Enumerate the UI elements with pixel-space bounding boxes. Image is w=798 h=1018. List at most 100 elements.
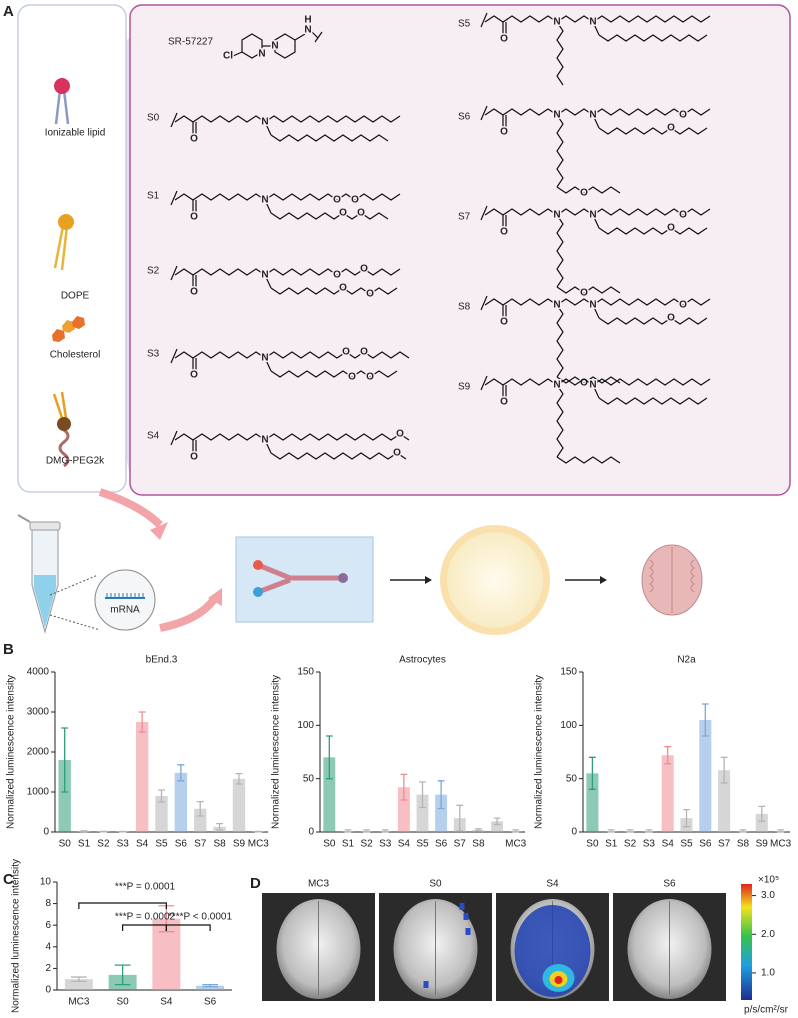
compound-label: S5: [458, 19, 471, 30]
y-tick-label: 10: [40, 877, 52, 888]
panel-label: B: [3, 641, 14, 658]
compound-label: S1: [147, 191, 160, 202]
error-bar: [456, 804, 464, 832]
atom: N: [553, 17, 560, 28]
atom: O: [580, 188, 588, 199]
bond: [480, 295, 488, 311]
error-bar: [589, 756, 596, 790]
x-tick-label: S9: [233, 839, 246, 850]
atom: O: [348, 372, 356, 383]
x-tick-label: S3: [643, 839, 656, 850]
x-tick-label: S8: [737, 839, 750, 850]
bond: [592, 21, 600, 36]
bond: [264, 268, 401, 276]
bond: [270, 134, 389, 142]
bond: [270, 212, 389, 220]
y-tick-label: 0: [308, 827, 314, 838]
signal: [463, 913, 469, 920]
bond: [170, 265, 178, 281]
atom: O: [342, 347, 350, 358]
compound-label: SR-57227: [168, 37, 213, 48]
atom: O: [500, 317, 508, 328]
y-tick-label: 150: [297, 667, 314, 678]
x-tick-label: S0: [586, 839, 599, 850]
x-tick-label: MC3: [248, 839, 270, 850]
atom: O: [500, 34, 508, 45]
bond: [598, 397, 708, 405]
flow-arrow-head: [150, 522, 168, 540]
panel-label: D: [250, 875, 261, 892]
bond: [592, 384, 600, 399]
error-bar: [61, 727, 69, 793]
error-bar: [626, 829, 634, 833]
atom: Cl: [223, 51, 233, 62]
bond: [598, 34, 708, 42]
x-tick-label: S6: [699, 839, 712, 850]
flow-arrow: [98, 488, 163, 528]
bar: [135, 722, 149, 832]
atom: O: [357, 208, 365, 219]
bond: [264, 193, 401, 201]
error-bar: [80, 830, 88, 833]
signal: [423, 981, 429, 988]
atom: N: [261, 435, 268, 446]
zoom-line: [49, 574, 99, 596]
atom: O: [190, 287, 198, 298]
compound-label: S6: [458, 112, 471, 123]
x-tick-label: S4: [398, 839, 411, 850]
y-tick-label: 100: [297, 720, 314, 731]
atom: N: [261, 270, 268, 281]
bond: [264, 351, 410, 359]
x-tick-label: S7: [454, 839, 467, 850]
error-bar: [419, 781, 426, 809]
atom: N: [589, 110, 596, 121]
bond: [174, 351, 266, 359]
atom: O: [396, 429, 404, 440]
bond: [556, 286, 621, 294]
atom: O: [333, 195, 341, 206]
lnp: [440, 525, 550, 635]
bond: [592, 15, 711, 23]
atom: O: [190, 370, 198, 381]
atom: N: [553, 380, 560, 391]
bar: [323, 757, 336, 832]
bond: [170, 112, 178, 128]
atom: O: [500, 397, 508, 408]
atom: O: [339, 208, 347, 219]
component-label: DOPE: [61, 291, 90, 302]
bond: [170, 348, 178, 364]
atom: O: [190, 212, 198, 223]
colorbar: [741, 884, 752, 1000]
bond: [556, 214, 564, 288]
bond: [264, 274, 272, 289]
bond: [556, 376, 621, 384]
component-label: Ionizable lipid: [45, 128, 106, 139]
bond: [480, 205, 488, 221]
bond: [480, 375, 488, 391]
atom: O: [679, 110, 687, 121]
compound-label: S9: [458, 382, 471, 393]
flow-arrow: [159, 595, 219, 632]
bar: [174, 772, 188, 832]
y-tick-label: 150: [560, 667, 577, 678]
colorbar-tick-label: 2.0: [761, 929, 775, 940]
bond: [484, 298, 558, 306]
atom: N: [261, 117, 268, 128]
compound-label: S4: [147, 431, 160, 442]
error-bar: [493, 817, 501, 826]
bar: [196, 985, 225, 990]
atom: O: [580, 378, 588, 389]
bond: [556, 304, 564, 378]
component-label: DMG-PEG2k: [46, 456, 105, 467]
bar: [155, 796, 168, 832]
x-tick-label: S8: [213, 839, 226, 850]
colorbar-unit: p/s/cm²/sr: [744, 1005, 789, 1016]
component-label: Cholesterol: [50, 350, 101, 361]
structure-box: [129, 4, 791, 496]
bond: [556, 186, 621, 194]
ionizable-lipid-icon: [54, 78, 70, 125]
bar: [661, 755, 674, 832]
signal: [465, 928, 471, 935]
x-tick-label: S3: [117, 839, 130, 850]
atom: N: [589, 17, 596, 28]
